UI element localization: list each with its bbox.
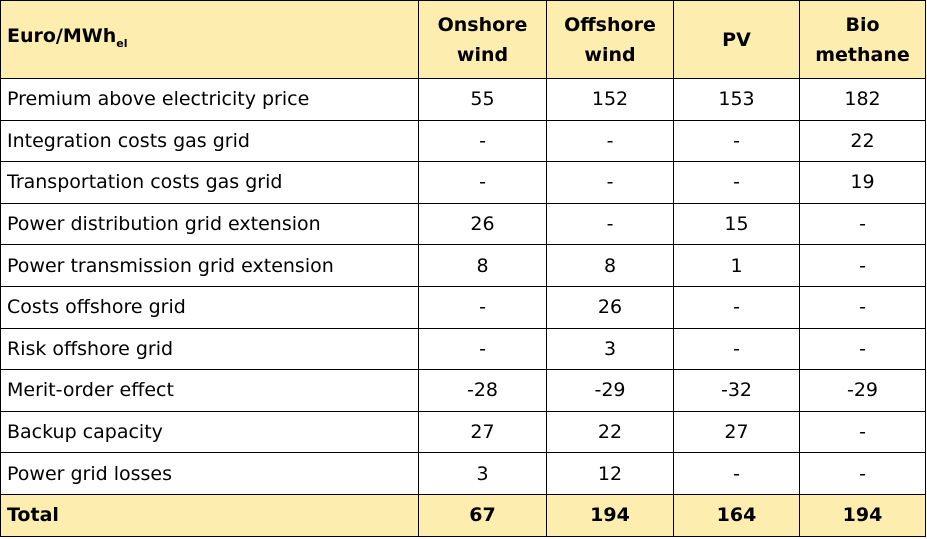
table-cell: - — [673, 452, 800, 495]
total-cell: 194 — [546, 493, 674, 537]
total-cell: 164 — [673, 493, 800, 537]
table-cell: - — [546, 119, 674, 163]
column-header-offshore-wind: Offshore wind — [546, 0, 674, 79]
table-body: Premium above electricity price 55 152 153 1… — [0, 78, 926, 495]
table-cell: 3 — [418, 452, 547, 495]
table-cell: - — [799, 285, 926, 329]
table-cell: 19 — [799, 161, 926, 204]
row-label: Merit-order effect — [0, 369, 419, 412]
table-cell: - — [673, 161, 800, 204]
table-cell: 153 — [673, 78, 800, 121]
row-label: Backup capacity — [0, 410, 419, 454]
row-label: Costs offshore grid — [0, 285, 419, 329]
table-cell: - — [799, 327, 926, 371]
table-cell: 8 — [418, 244, 547, 287]
table-row: Backup capacity 27 22 27- — [0, 410, 926, 454]
table-row: Integration costs gas grid - - -22 — [0, 119, 926, 163]
table-cell: 22 — [799, 119, 926, 163]
table-cell: 55 — [418, 78, 547, 121]
row-label: Power transmission grid extension — [0, 244, 419, 287]
table-cell: - — [673, 327, 800, 371]
column-header-line2: methane — [815, 43, 910, 66]
total-cell: 194 — [799, 493, 926, 537]
table-cell: 27 — [418, 410, 547, 454]
column-header-bio-methane: Bio methane — [799, 0, 926, 79]
table-cell: 182 — [799, 78, 926, 121]
unit-subscript: el — [116, 36, 128, 50]
table-cell: - — [799, 202, 926, 246]
table-cell: - — [799, 452, 926, 495]
table-cell: - — [546, 161, 674, 204]
table-cell: 1 — [673, 244, 800, 287]
row-label: Transportation costs gas grid — [0, 161, 419, 204]
total-row: Total 67 194 164 194 — [0, 493, 926, 537]
table-cell: 152 — [546, 78, 674, 121]
table-row: Merit-order effect -28 -29 -32 -29 — [0, 369, 926, 412]
table-cell: 26 — [546, 285, 674, 329]
column-header-line1: Offshore — [564, 13, 656, 36]
table-row: Transportation costs gas grid - - -19 — [0, 161, 926, 204]
table-cell: - — [418, 119, 547, 163]
table-row: Risk offshore grid -3- - — [0, 327, 926, 371]
table-cell: 22 — [546, 410, 674, 454]
column-header-line1: PV — [722, 28, 751, 51]
column-header-line2: wind — [584, 43, 636, 66]
table-cell: - — [418, 327, 547, 371]
column-header-line1: Bio — [845, 13, 880, 36]
table-cell: - — [799, 244, 926, 287]
table-cell: -29 — [799, 369, 926, 412]
table-row: Premium above electricity price 55 152 153 1… — [0, 78, 926, 121]
row-label: Power grid losses — [0, 452, 419, 495]
total-label: Total — [0, 493, 419, 537]
row-label: Power distribution grid extension — [0, 202, 419, 246]
column-header-line2: wind — [456, 43, 509, 66]
row-label: Integration costs gas grid — [0, 119, 419, 163]
table-cell: - — [418, 161, 547, 204]
table-row: Power grid losses 3 12- - — [0, 452, 926, 495]
table-row: Power transmission grid extension 8 8 1- — [0, 244, 926, 287]
table-cell: - — [799, 410, 926, 454]
table-cell: -28 — [418, 369, 547, 412]
unit-header: Euro/MWhel — [0, 0, 419, 79]
table-cell: -29 — [546, 369, 674, 412]
table-row: Power distribution grid extension 26-15- — [0, 202, 926, 246]
table-row: Costs offshore grid -26- - — [0, 285, 926, 329]
table-cell: 8 — [546, 244, 674, 287]
header-row: Euro/MWhel Onshore wind Offshore wind PV B… — [0, 0, 926, 79]
column-header-onshore-wind: Onshore wind — [418, 0, 547, 79]
column-header-pv: PV — [673, 0, 800, 79]
table-cell: - — [673, 119, 800, 163]
table-cell: - — [673, 285, 800, 329]
total-cell: 67 — [418, 493, 547, 537]
table-cell: - — [418, 285, 547, 329]
table-cell: 12 — [546, 452, 674, 495]
table-cell: 26 — [418, 202, 547, 246]
table-cell: 15 — [673, 202, 800, 246]
column-header-line1: Onshore — [437, 13, 528, 36]
row-label: Risk offshore grid — [0, 327, 419, 371]
table-cell: - — [546, 202, 674, 246]
unit-label: Euro/MWh — [7, 24, 117, 47]
table-cell: -32 — [673, 369, 800, 412]
table-cell: 27 — [673, 410, 800, 454]
row-label: Premium above electricity price — [0, 78, 419, 121]
table-cell: 3 — [546, 327, 674, 371]
